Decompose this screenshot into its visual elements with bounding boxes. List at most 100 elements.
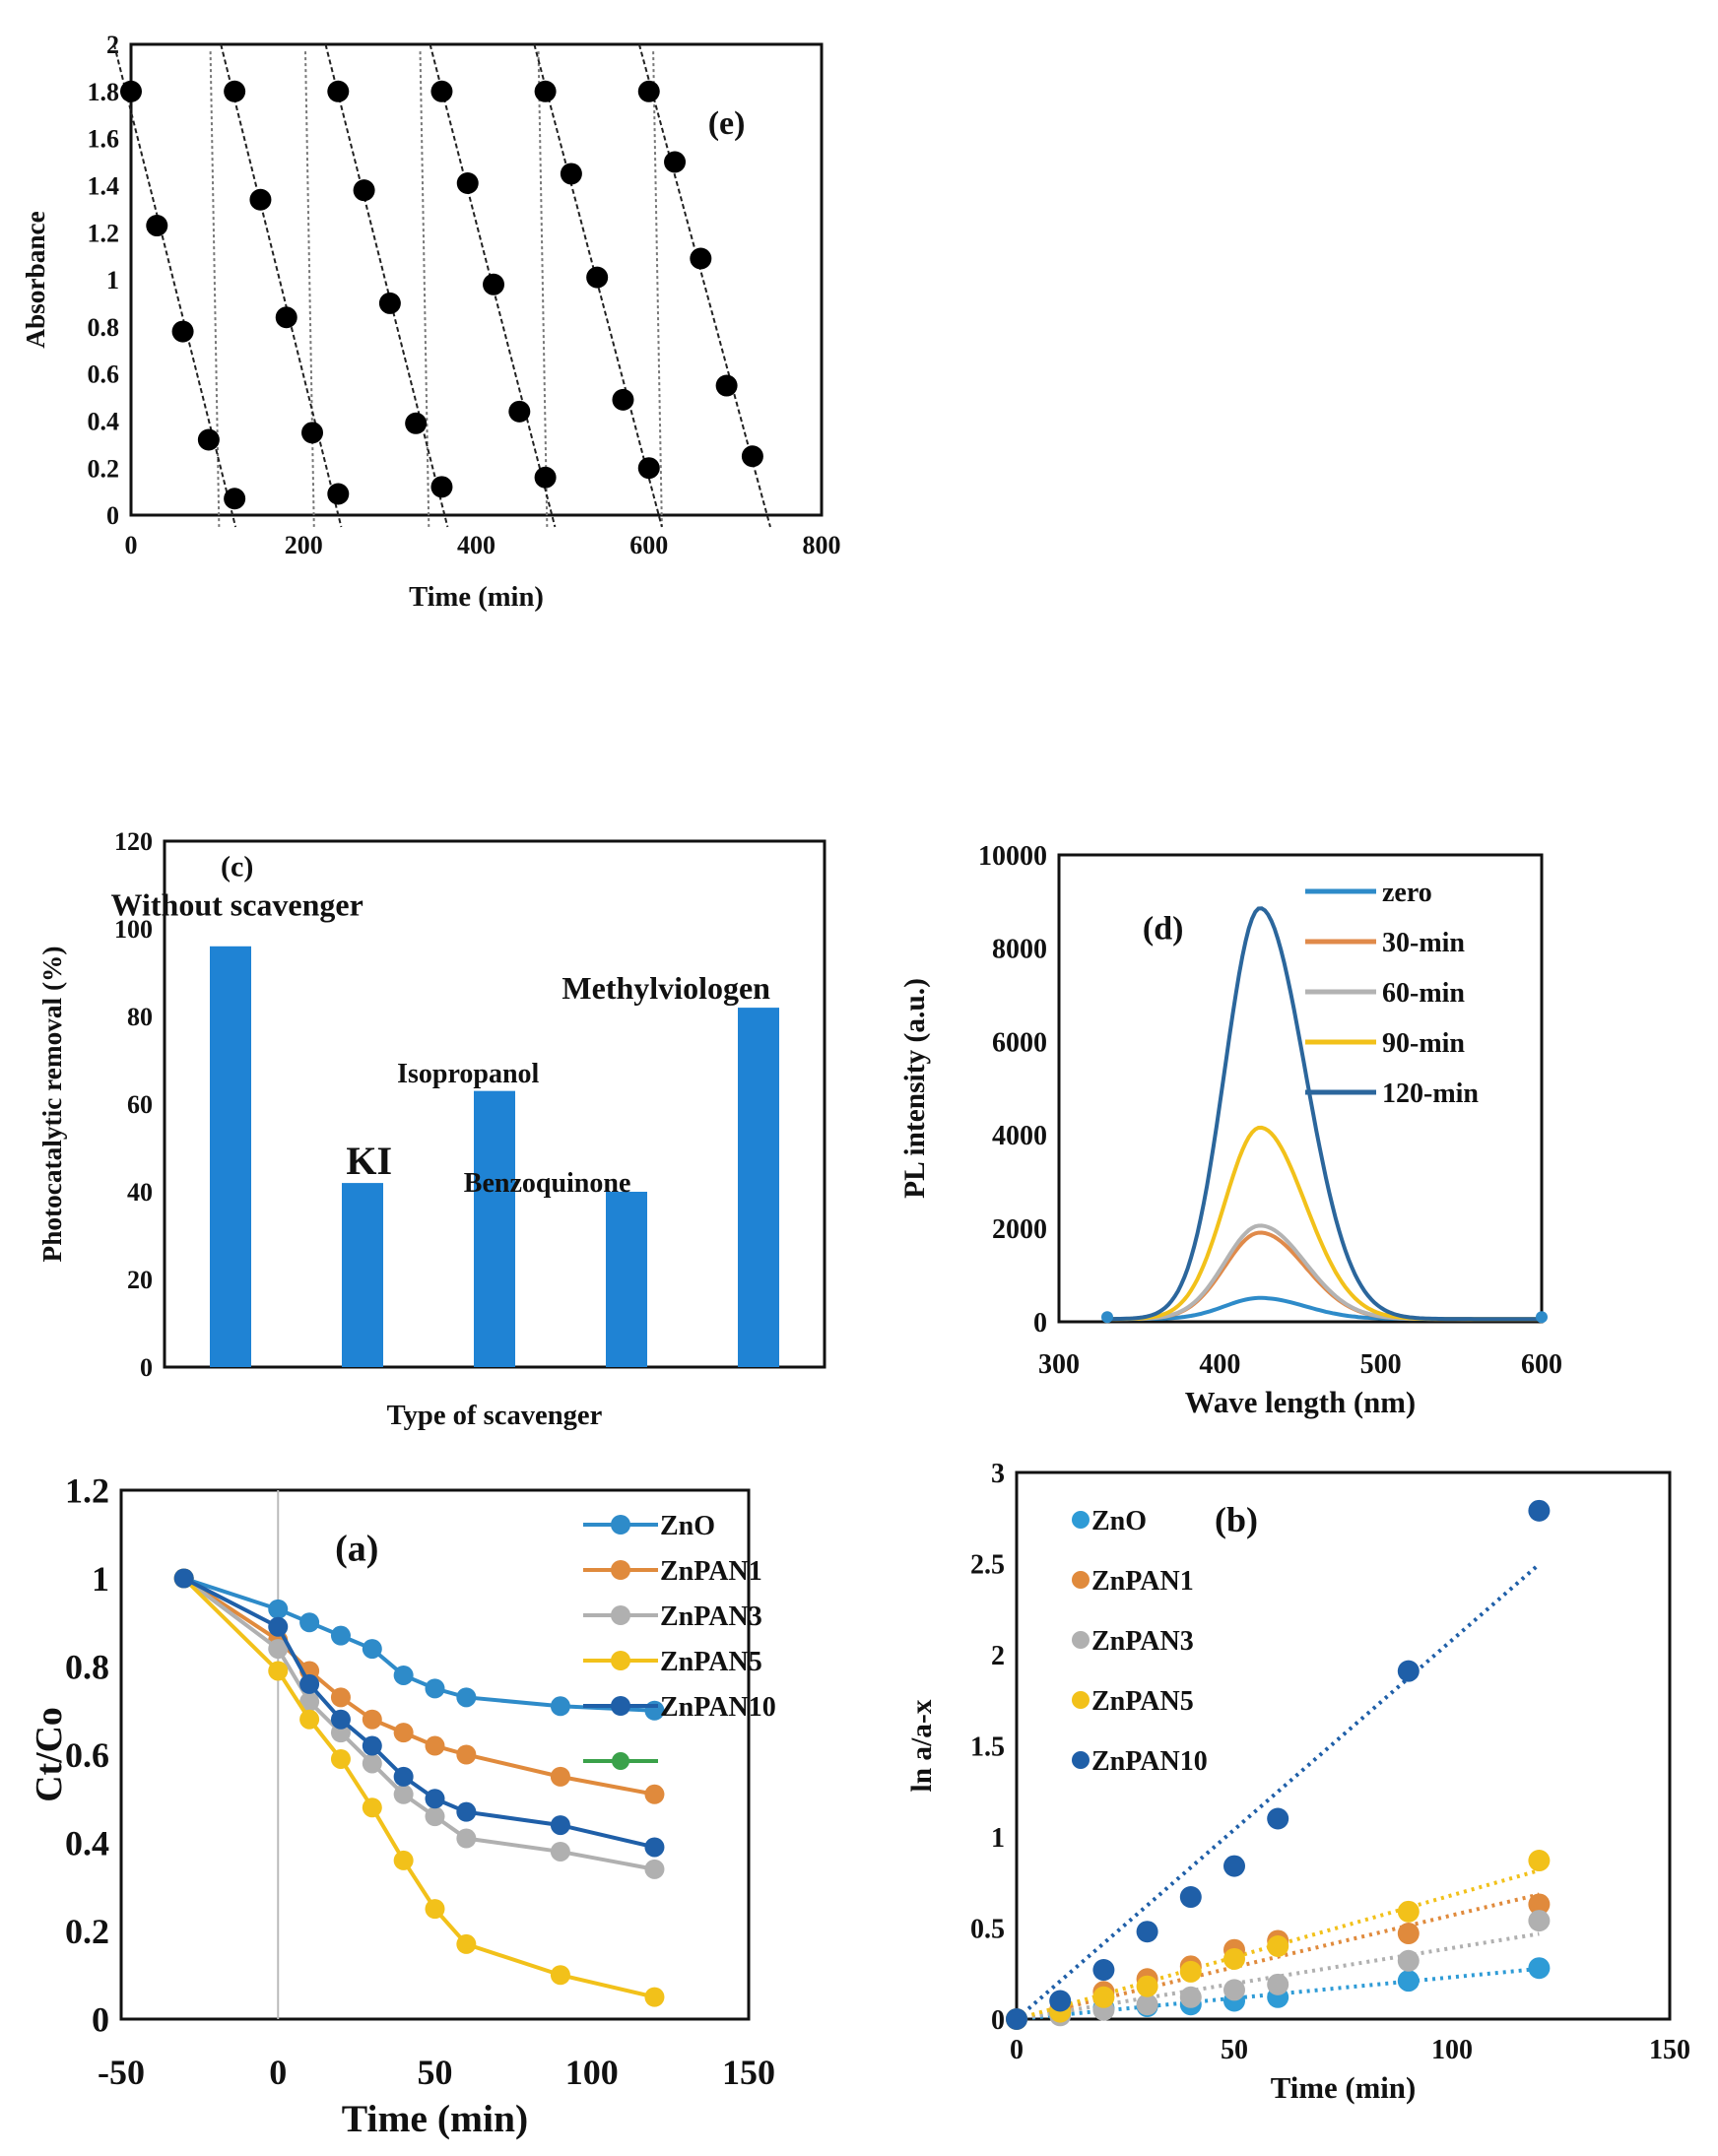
legend-label: ZnPAN10: [1091, 1746, 1208, 1777]
data-point: [456, 1687, 477, 1708]
trend-line: [112, 43, 237, 528]
data-point: [425, 1735, 445, 1756]
data-point: [644, 1859, 665, 1879]
data-point: [393, 1766, 414, 1787]
y-tick-label: 100: [114, 915, 153, 944]
y-axis-title: Ct/Co: [29, 1707, 70, 1802]
y-tick-label: 20: [127, 1266, 153, 1294]
series-line-60-min: [1107, 1223, 1542, 1322]
data-point: [1397, 1900, 1420, 1923]
x-tick-label: -50: [98, 2053, 145, 2092]
data-point: [268, 1639, 289, 1660]
chart-panel-e: 00.20.40.60.811.21.41.61.820 200 400 600 800…: [21, 31, 841, 613]
x-tick-label: 800: [803, 531, 841, 559]
data-point: [1267, 1973, 1289, 1995]
series-line-ZnPAN5: [182, 1577, 655, 1999]
data-point: [534, 80, 557, 102]
data-point: [268, 1616, 289, 1637]
x-tick-label: 500: [1360, 1349, 1402, 1380]
data-point: [550, 1766, 570, 1787]
data-point: [1006, 2008, 1027, 2030]
legend-marker: [1072, 1511, 1090, 1529]
end-marker: [1101, 1311, 1113, 1324]
y-tick-label: 0.4: [88, 408, 120, 436]
chart-panel-d: 0 2000 4000 6000 8000 10000 300 400 500 600 Wave l…: [899, 841, 1562, 1419]
x-axis-title: Time (min): [342, 2097, 528, 2140]
data-point: [425, 1678, 445, 1699]
data-point: [1223, 1855, 1245, 1877]
data-point: [393, 1665, 414, 1685]
data-point: [171, 320, 194, 343]
cycle-boundary-line: [304, 51, 315, 527]
chart-panel-a: 0 0.2 0.4 0.6 0.8 1 1.2 -50 0 50 100 150 Time (min) C…: [29, 1471, 776, 2140]
y-tick-label: 40: [127, 1178, 153, 1207]
data-point: [456, 1828, 477, 1849]
data-point: [362, 1709, 382, 1730]
trend-line: [220, 43, 343, 528]
cycle-boundary-line: [209, 51, 221, 527]
bar: [474, 1090, 515, 1367]
data-point: [644, 1837, 665, 1858]
panel-label: (a): [335, 1529, 378, 1570]
data-point: [550, 1696, 570, 1717]
data-point: [405, 412, 428, 434]
data-point: [586, 266, 609, 289]
legend-label: ZnO: [1091, 1506, 1147, 1536]
bar: [342, 1183, 383, 1367]
y-tick-label: 120: [114, 827, 153, 856]
x-tick-label: 0: [269, 2053, 287, 2092]
data-point: [1092, 1986, 1115, 2008]
panel-label: (e): [708, 105, 746, 142]
data-point: [224, 80, 246, 102]
y-tick-label: 0.6: [65, 1735, 109, 1775]
data-point: [1179, 1960, 1202, 1983]
data-point: [327, 483, 350, 505]
x-axis-title: Time (min): [1271, 2071, 1416, 2105]
x-tick-label: 50: [1221, 2035, 1248, 2065]
data-point: [534, 466, 557, 489]
data-point: [1179, 1886, 1202, 1909]
data-point: [1223, 1979, 1245, 2001]
bar-category-label: KI: [346, 1139, 392, 1183]
data-point: [637, 457, 660, 480]
data-point: [1223, 1947, 1245, 1970]
bar-category-label: Isopropanol: [397, 1059, 539, 1089]
data-point: [268, 1599, 289, 1619]
y-tick-label: 0: [92, 2000, 109, 2040]
x-axis-title: Type of scavenger: [387, 1401, 603, 1431]
plot-frame: [129, 42, 824, 517]
legend-marker: [1072, 1691, 1090, 1709]
legend-label: 60-min: [1382, 978, 1465, 1009]
data-point: [637, 80, 660, 102]
data-point: [299, 1612, 320, 1633]
y-tick-label: 6000: [992, 1027, 1047, 1058]
legend-marker: [611, 1515, 630, 1535]
data-point: [560, 163, 582, 185]
y-tick-label: 0.4: [65, 1824, 109, 1863]
y-tick-label: 0.8: [88, 313, 120, 342]
data-point: [330, 1687, 351, 1708]
data-point: [456, 172, 479, 195]
y-axis-title: Photocatalytic removal (%): [37, 947, 67, 1263]
y-axis-title: ln a/a-x: [906, 1699, 938, 1792]
data-point: [741, 445, 763, 468]
chart-panel-c: 0 20 40 60 80 100 120 Type of scavenger Photocat…: [37, 827, 826, 1431]
legend-label: ZnPAN5: [1091, 1686, 1194, 1717]
y-tick-label: 2.5: [970, 1549, 1005, 1580]
data-point: [430, 476, 453, 498]
data-point: [456, 1801, 477, 1822]
data-point: [330, 1709, 351, 1730]
data-point: [1179, 1986, 1202, 2008]
bar-category-label: Without scavenger: [111, 887, 363, 923]
chart-panel-b: 0 0.5 1 1.5 2 2.5 3 0 50 100 150 Time (min) ln a/a-x…: [906, 1459, 1690, 2105]
y-tick-label: 0.5: [970, 1914, 1005, 1944]
plot-frame: [1015, 1470, 1672, 2021]
legend-label: ZnPAN1: [660, 1556, 762, 1587]
legend-label: ZnPAN3: [1091, 1626, 1194, 1657]
end-marker: [1536, 1311, 1548, 1324]
legend-label: 90-min: [1382, 1028, 1465, 1059]
y-tick-label: 0: [1033, 1308, 1047, 1339]
data-point: [1528, 1850, 1551, 1872]
data-point: [425, 1806, 445, 1827]
y-tick-label: 1.2: [65, 1471, 109, 1511]
